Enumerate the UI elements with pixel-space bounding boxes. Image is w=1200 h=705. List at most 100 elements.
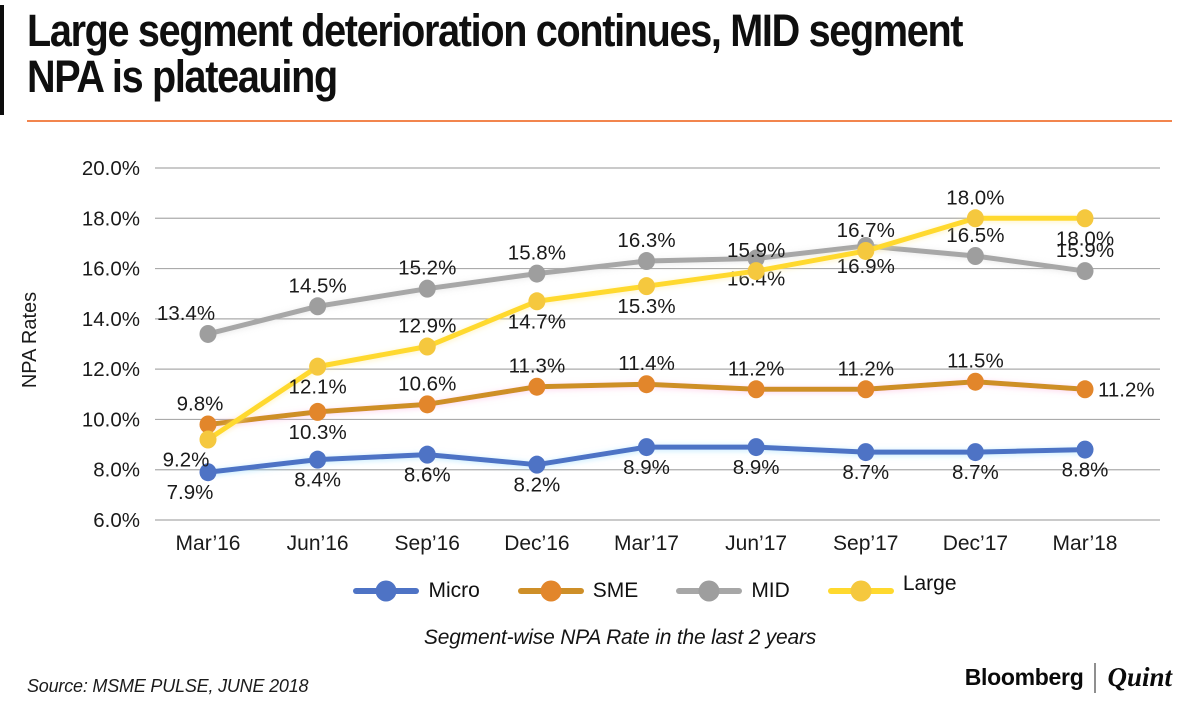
micro-value-label: 8.6% [404, 464, 451, 487]
sme-value-label: 11.5% [947, 350, 1004, 373]
large-value-label: 16.7% [837, 219, 895, 242]
micro-line-swatch [353, 580, 420, 602]
sme-data-point [747, 380, 765, 399]
x-tick-label: Sep’17 [833, 532, 898, 555]
sme-data-point [528, 377, 546, 396]
micro-value-label: 8.9% [733, 456, 780, 479]
y-axis-title: NPA Rates [19, 291, 41, 389]
mid-data-point [199, 324, 217, 343]
mid-value-label: 15.2% [398, 257, 456, 280]
sme-data-point [966, 372, 984, 391]
legend-label-micro: Micro [428, 579, 480, 602]
mid-value-label: 16.3% [617, 229, 675, 252]
micro-data-point [857, 443, 875, 462]
sme-value-label: 9.8% [177, 392, 224, 415]
micro-value-label: 8.8% [1062, 459, 1109, 482]
large-value-label: 15.3% [617, 295, 675, 318]
mid-value-label: 14.5% [289, 274, 347, 297]
y-tick-label: 10.0% [82, 408, 140, 431]
micro-data-point [638, 438, 655, 457]
x-tick-label: Mar’17 [614, 532, 679, 555]
large-value-label: 14.7% [508, 310, 566, 333]
brand-separator [1094, 662, 1097, 693]
legend-item-large: Large [827, 572, 957, 603]
mid-data-point [966, 247, 984, 265]
micro-data-point [1076, 440, 1094, 459]
large-data-point [199, 430, 217, 449]
large-data-point [747, 262, 765, 281]
micro-value-label: 8.7% [842, 461, 889, 484]
large-data-point [528, 292, 546, 311]
y-tick-label: 18.0% [82, 207, 140, 230]
sme-value-label: 10.3% [289, 421, 347, 444]
x-tick-label: Mar’18 [1053, 532, 1118, 555]
mid-value-label: 16.4% [727, 268, 785, 291]
micro-series-line [205, 444, 1088, 475]
sme-data-point [418, 395, 436, 414]
x-tick-label: Dec’16 [504, 532, 569, 555]
y-tick-label: 16.0% [82, 258, 140, 281]
large-value-label: 15.9% [727, 239, 785, 262]
sme-data-point [1076, 380, 1094, 399]
sme-marker-dot [540, 580, 562, 602]
mid-data-point [857, 236, 875, 255]
large-value-label: 18.0% [946, 186, 1004, 209]
x-tick-label: Jun’17 [725, 532, 787, 555]
micro-value-label: 8.7% [952, 461, 999, 484]
large-data-point [418, 337, 436, 356]
y-tick-label: 12.0% [82, 358, 140, 381]
mid-value-label: 16.9% [837, 255, 895, 278]
x-tick-label: Mar’16 [176, 532, 241, 555]
large-line-swatch [827, 580, 894, 602]
micro-value-label: 8.2% [514, 474, 561, 497]
micro-data-point [309, 450, 327, 469]
quint-wordmark: Quint [1107, 662, 1172, 692]
brand-logo: Bloomberg Quint [965, 662, 1172, 693]
micro-data-point [528, 455, 546, 474]
chart-caption: Segment-wise NPA Rate in the last 2 year… [423, 626, 817, 649]
legend-item-micro: Micro [353, 579, 480, 603]
mid-value-label: 13.4% [157, 302, 215, 325]
title-line-2: NPA is plateauing [27, 51, 338, 102]
mid-marker-dot [698, 580, 720, 602]
sme-series-line [205, 379, 1088, 427]
micro-value-label: 8.4% [294, 469, 341, 492]
sme-data-point [638, 375, 655, 394]
sme-value-label: 11.2% [837, 357, 894, 380]
x-tick-label: Jun’16 [287, 532, 349, 555]
micro-marker-dot [375, 580, 397, 602]
sme-value-label: 10.6% [398, 372, 456, 395]
sme-value-label: 11.3% [509, 355, 566, 378]
page-title: Large segment deterioration continues, M… [27, 8, 963, 102]
micro-data-point [747, 438, 765, 457]
large-value-label: 9.2% [163, 449, 210, 472]
left-accent-bar [0, 5, 4, 115]
large-value-label: 12.9% [398, 315, 456, 338]
micro-data-point [418, 445, 436, 464]
large-data-point [638, 277, 655, 296]
chart-legend: Micro SME MID Large [150, 572, 1160, 605]
sme-value-label: 11.4% [618, 352, 675, 375]
y-tick-label: 14.0% [82, 308, 140, 331]
mid-series-line [205, 243, 1088, 337]
x-tick-label: Sep’16 [395, 532, 460, 555]
sme-value-label: 11.2% [728, 357, 785, 380]
large-value-label: 12.1% [289, 376, 347, 399]
sme-line-swatch [517, 580, 584, 602]
micro-data-point [966, 443, 984, 462]
large-data-point [1076, 209, 1094, 228]
sme-data-point [309, 402, 327, 421]
mid-data-point [1076, 262, 1094, 281]
sme-value-label: 11.2% [1098, 378, 1155, 401]
large-data-point [309, 357, 327, 376]
legend-item-mid: MID [676, 579, 790, 603]
legend-label-mid: MID [751, 579, 790, 602]
y-tick-label: 8.0% [93, 459, 140, 482]
large-marker-dot [850, 580, 872, 602]
bloomberg-wordmark: Bloomberg [964, 664, 1084, 690]
large-series-line [205, 215, 1088, 443]
large-value-label: 18.0% [1056, 227, 1114, 250]
title-divider [27, 120, 1172, 122]
mid-data-point [638, 252, 655, 271]
